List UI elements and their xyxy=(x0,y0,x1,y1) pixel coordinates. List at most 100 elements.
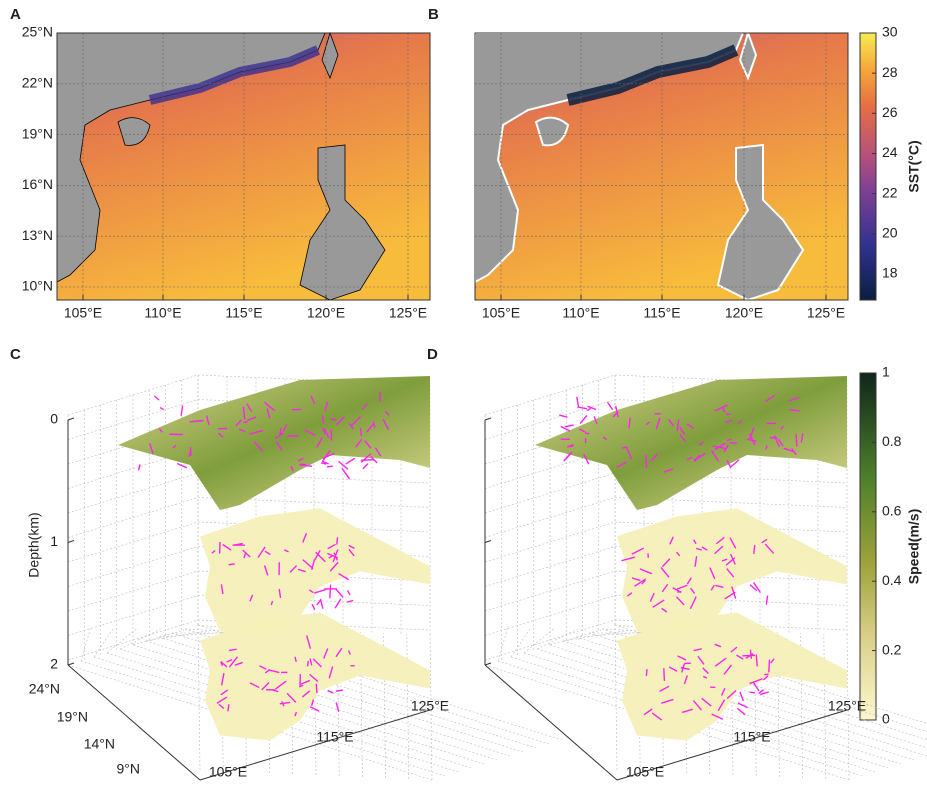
velocity-arrow xyxy=(737,702,749,709)
velocity-arrow xyxy=(312,658,322,668)
velocity-arrow xyxy=(350,415,362,427)
velocity-arrow xyxy=(310,395,316,405)
grid-line xyxy=(484,399,616,440)
velocity-arrow xyxy=(249,682,260,689)
velocity-arrow xyxy=(768,659,771,673)
velocity-arrow xyxy=(176,462,188,469)
velocity-arrow xyxy=(652,599,665,608)
velocity-arrow xyxy=(264,401,276,412)
velocity-arrow xyxy=(382,418,390,430)
velocity-arrow xyxy=(294,656,297,662)
x-tick-label: 110°E xyxy=(144,305,181,321)
velocity-arrow xyxy=(693,452,706,461)
velocity-arrow xyxy=(322,460,329,465)
velocity-arrow xyxy=(680,666,690,671)
grid-line xyxy=(614,595,848,606)
grid-line xyxy=(614,624,618,771)
grid-line xyxy=(406,633,410,780)
velocity-arrow xyxy=(645,421,650,426)
velocity-arrow xyxy=(327,552,338,559)
velocity-arrow xyxy=(739,691,745,702)
x-tick-label: 105°E xyxy=(209,764,247,780)
velocity-arrow xyxy=(723,444,729,453)
velocity-arrow xyxy=(338,460,349,470)
grid-line xyxy=(119,628,161,650)
grid-line xyxy=(80,625,92,662)
z-tick-label: 1 xyxy=(50,533,58,549)
speed-layer xyxy=(617,612,847,741)
velocity-arrow xyxy=(748,427,755,440)
velocity-arrow xyxy=(300,679,311,685)
velocity-arrow xyxy=(621,556,636,562)
velocity-arrow xyxy=(668,418,674,427)
velocity-arrow xyxy=(729,459,740,469)
velocity-arrow xyxy=(639,568,653,575)
velocity-arrow xyxy=(681,708,694,714)
grid-line xyxy=(67,374,199,416)
grid-line xyxy=(484,595,616,636)
velocity-arrow xyxy=(709,567,716,580)
velocity-arrow xyxy=(616,461,627,468)
grid-line xyxy=(67,546,199,587)
velocity-arrow xyxy=(559,414,568,418)
velocity-arrow xyxy=(332,549,339,563)
velocity-arrow xyxy=(726,438,732,442)
map-frame xyxy=(474,32,849,301)
velocity-arrow xyxy=(755,654,758,667)
x-tick-label: 120°E xyxy=(307,305,345,321)
velocity-arrow xyxy=(309,673,319,683)
velocity-arrow xyxy=(348,548,355,557)
velocity-arrow xyxy=(641,579,646,585)
velocity-arrow xyxy=(149,443,154,455)
grid-line xyxy=(197,472,431,484)
velocity-arrow xyxy=(564,424,574,428)
velocity-arrow xyxy=(602,436,608,441)
velocity-arrow xyxy=(220,660,228,668)
velocity-arrow xyxy=(320,462,327,465)
velocity-arrow xyxy=(746,438,757,442)
axis-line xyxy=(484,664,618,781)
velocity-arrow xyxy=(717,699,726,712)
velocity-arrow xyxy=(765,595,769,605)
velocity-arrow xyxy=(650,453,658,462)
velocity-arrow xyxy=(335,647,343,658)
velocity-arrow xyxy=(220,584,224,595)
velocity-arrow xyxy=(762,675,769,681)
velocity-arrow xyxy=(327,689,334,694)
velocity-arrow xyxy=(238,428,246,433)
velocity-arrow xyxy=(315,683,318,694)
z-tick xyxy=(484,540,492,543)
x-tick-label: 125°E xyxy=(807,305,845,321)
velocity-arrow xyxy=(681,663,686,673)
velocity-arrow xyxy=(294,711,298,717)
velocity-arrow xyxy=(710,584,715,591)
colorbar-tick-label: 30 xyxy=(882,24,898,40)
grid-line xyxy=(510,626,532,658)
velocity-arrow xyxy=(736,654,744,660)
grid-line xyxy=(614,497,848,508)
velocity-arrow xyxy=(304,429,316,437)
z-tick-label: 0 xyxy=(50,411,58,427)
velocity-arrow xyxy=(661,583,669,593)
y-tick-label: 9°N xyxy=(117,761,141,777)
velocity-arrow xyxy=(730,646,738,653)
grid-line xyxy=(132,629,185,646)
velocity-arrow xyxy=(586,407,592,412)
velocity-arrow xyxy=(669,536,674,545)
velocity-arrow xyxy=(686,456,693,461)
velocity-arrow xyxy=(347,590,351,596)
velocity-arrow xyxy=(321,450,331,463)
velocity-arrow xyxy=(242,549,251,558)
velocity-arrow xyxy=(693,539,697,545)
velocity-arrow xyxy=(321,415,325,424)
velocity-arrow xyxy=(578,428,586,433)
velocity-arrow xyxy=(253,441,264,453)
velocity-arrow xyxy=(316,436,323,448)
velocity-arrow xyxy=(364,440,372,449)
velocity-arrow xyxy=(286,692,297,703)
velocity-arrow xyxy=(283,549,289,553)
y-tick-label: 10°N xyxy=(22,278,53,294)
velocity-arrow xyxy=(714,404,728,412)
velocity-arrow xyxy=(235,419,242,427)
velocity-arrow xyxy=(677,655,687,661)
